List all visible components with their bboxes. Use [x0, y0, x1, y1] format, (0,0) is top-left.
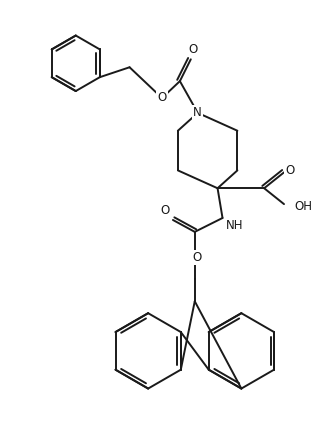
- Text: O: O: [157, 91, 167, 104]
- Text: O: O: [188, 43, 198, 56]
- Text: O: O: [160, 204, 170, 216]
- Text: NH: NH: [226, 220, 243, 233]
- Text: O: O: [192, 251, 202, 264]
- Text: O: O: [285, 164, 294, 177]
- Text: O: O: [192, 251, 202, 264]
- Text: OH: OH: [294, 200, 312, 213]
- Text: O: O: [160, 204, 170, 216]
- Text: O: O: [188, 43, 198, 56]
- Text: N: N: [193, 107, 202, 120]
- Text: O: O: [285, 164, 294, 177]
- Text: O: O: [157, 91, 167, 104]
- Text: OH: OH: [294, 200, 312, 213]
- Text: N: N: [193, 107, 202, 120]
- Text: NH: NH: [226, 220, 243, 233]
